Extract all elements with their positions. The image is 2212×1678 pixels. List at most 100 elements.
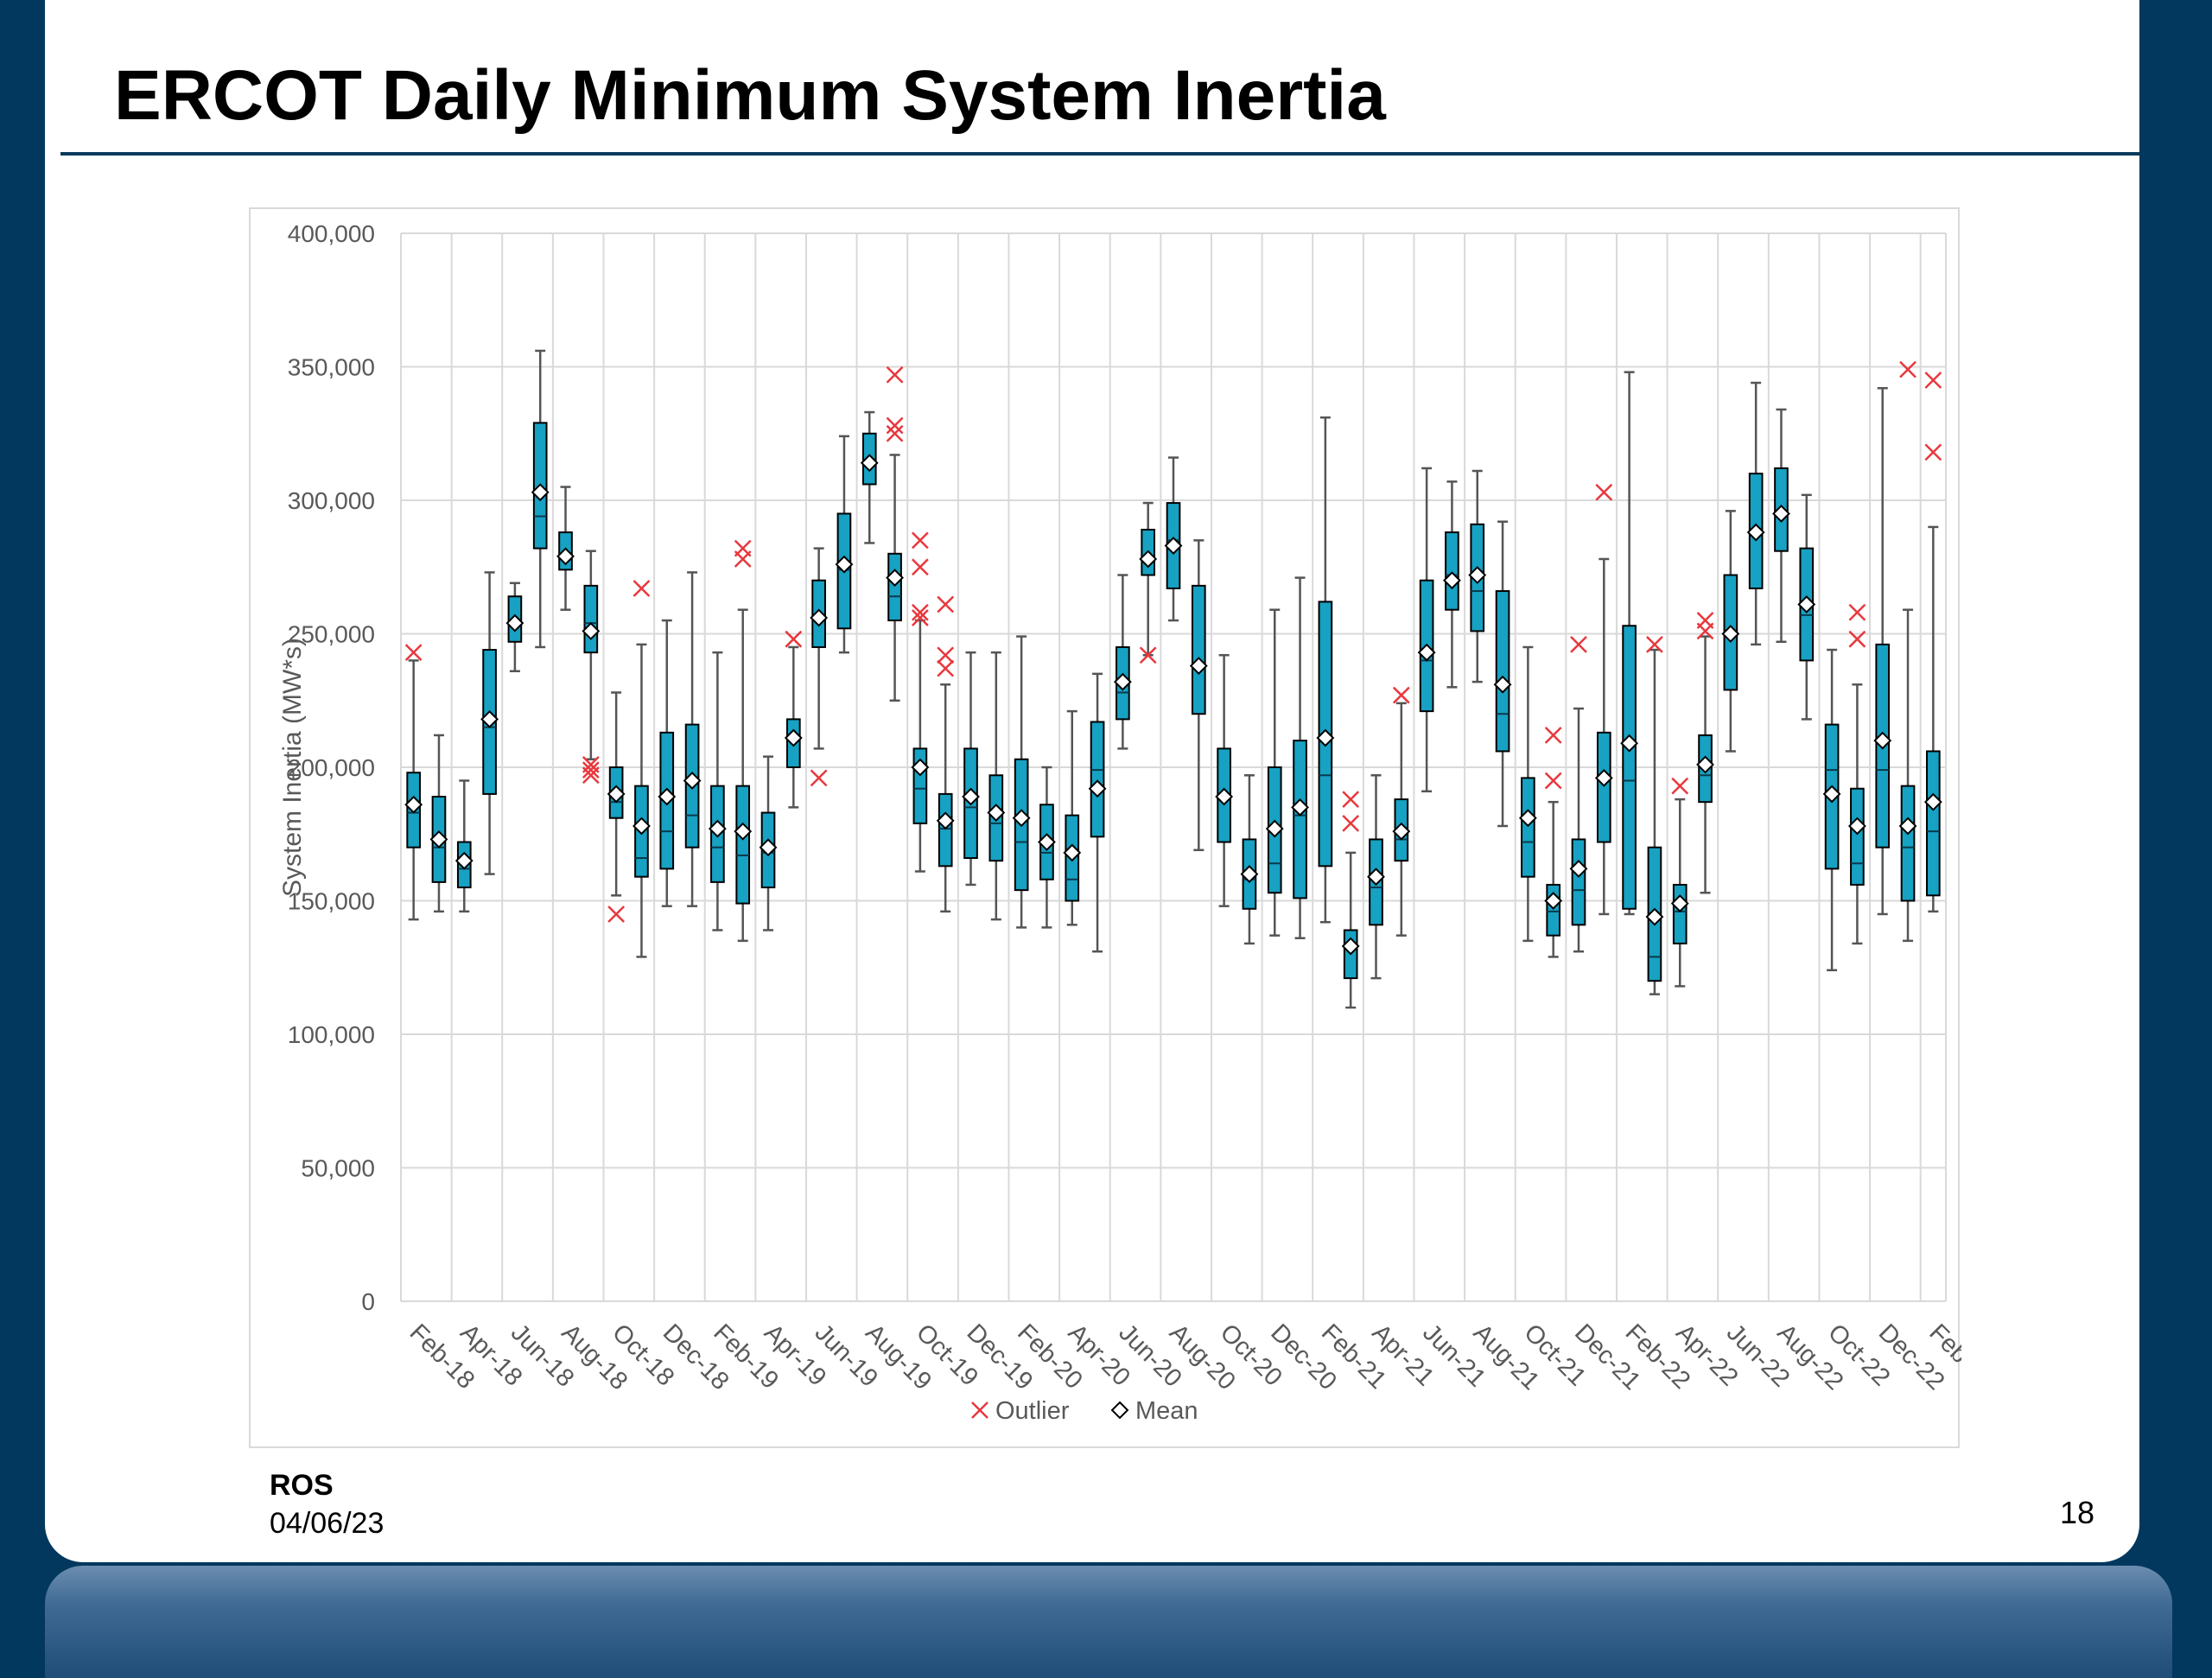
box-Sep-21 (1493, 520, 1512, 828)
box-Feb-18 (404, 644, 423, 921)
box-Jun-19 (810, 547, 829, 787)
box-Apr-21 (1367, 774, 1385, 980)
mean-marker (1493, 675, 1512, 694)
outlier-stroke (582, 761, 600, 779)
mean-marker (582, 621, 601, 640)
mean-marker (1139, 550, 1158, 569)
mean-marker (734, 822, 753, 841)
box-Jan-19 (683, 571, 702, 907)
box-May-19 (784, 630, 803, 809)
box-May-22 (1696, 612, 1714, 894)
outlier-stroke (1646, 635, 1663, 653)
mean-marker (860, 454, 879, 473)
outlier-stroke (1392, 686, 1410, 704)
box-Oct-21 (1518, 645, 1537, 943)
box-iqr (1495, 590, 1510, 753)
box-Jun-18 (505, 582, 524, 673)
box-Apr-19 (759, 755, 778, 931)
outlier-marker (810, 769, 828, 787)
box-plot-chart: 0 50,000 100,000 150,000 200,000 250,000 300,0… (278, 220, 1961, 1425)
box-Jan-21 (1291, 576, 1309, 940)
outlier-stroke (886, 416, 904, 435)
mean-marker (404, 795, 423, 814)
box-iqr (1900, 785, 1916, 902)
mean-marker (1873, 731, 1892, 750)
box-iqr (735, 785, 751, 905)
outlier-stroke (1924, 372, 1942, 389)
y-tick-label: 200,000 (288, 754, 375, 781)
page-number: 18 (2059, 1495, 2094, 1530)
outlier-stroke (785, 630, 803, 648)
box-iqr (1293, 740, 1307, 899)
outlier-marker (582, 761, 600, 779)
mean-marker (1291, 798, 1309, 817)
footer-organization: ROS (270, 1469, 334, 1502)
outlier-stroke (1848, 630, 1866, 648)
box-Aug-18 (556, 486, 575, 611)
outlier-stroke (1342, 815, 1360, 832)
mean-marker (1772, 505, 1790, 523)
box-Jul-21 (1443, 480, 1461, 689)
box-Feb-19 (708, 651, 727, 931)
outlier-marker (404, 644, 423, 662)
outlier-marker (912, 609, 929, 626)
mean-marker (1113, 672, 1132, 691)
box-Jun-20 (1113, 574, 1132, 750)
mean-marker (1544, 892, 1563, 910)
box-Feb-23 (1923, 372, 1942, 913)
axis-labels: 0 50,000 100,000 150,000 200,000 250,000 300,0… (278, 220, 1961, 1395)
outlier-stroke (912, 609, 929, 626)
y-tick-label: 250,000 (288, 621, 375, 648)
mean-marker (1923, 792, 1942, 811)
outlier-marker (632, 580, 651, 597)
box-Nov-19 (936, 595, 955, 913)
mean-marker (1746, 523, 1765, 542)
outlier-stroke (582, 766, 600, 785)
box-iqr (1521, 777, 1535, 878)
mean-marker (835, 555, 854, 574)
outlier-stroke (1595, 483, 1613, 501)
mean-marker (1898, 817, 1917, 836)
outlier-marker (912, 603, 929, 621)
outlier-stroke (1899, 360, 1916, 378)
mean-marker (1847, 817, 1866, 836)
mean-marker (886, 569, 904, 588)
outlier-marker (1671, 777, 1689, 795)
legend: Outlier Mean (971, 1397, 1198, 1425)
mean-marker (1265, 819, 1284, 838)
outlier-marker (1848, 630, 1866, 648)
outlier-stroke (734, 550, 752, 568)
box-Sep-19 (886, 365, 904, 702)
outlier-marker (785, 630, 803, 648)
box-Feb-21 (1316, 416, 1335, 924)
outlier-marker (1139, 646, 1157, 664)
outlier-stroke (1544, 727, 1562, 744)
mean-marker (454, 851, 474, 870)
footer-date: 04/06/23 (270, 1507, 385, 1540)
box-iqr (583, 584, 599, 654)
box-iqr (1672, 883, 1688, 944)
outlier-stroke (886, 424, 904, 442)
outlier-stroke (886, 365, 904, 384)
box-Dec-18 (658, 619, 677, 907)
chart-frame: 0 50,000 100,000 150,000 200,000 250,000 300,0… (249, 207, 1961, 1448)
outlier-marker (1570, 635, 1587, 653)
box-Mar-22 (1645, 635, 1664, 995)
box-Mar-18 (429, 734, 448, 913)
outlier-marker (607, 906, 626, 923)
mean-marker (1443, 571, 1461, 590)
box-iqr (1445, 531, 1459, 611)
outlier-marker (912, 558, 929, 576)
outlier-marker (1544, 772, 1562, 790)
legend-mean-icon (1110, 1401, 1129, 1420)
legend-outlier-label: Outlier (995, 1397, 1070, 1425)
outlier-marker (886, 424, 904, 442)
box-Aug-20 (1164, 456, 1183, 622)
slide: ERCOT Daily Minimum System Inertia 0 50,0… (45, 0, 2139, 1562)
outlier-marker (1899, 360, 1916, 378)
mean-marker (1645, 907, 1664, 926)
bottom-decorative-bar (45, 1566, 2172, 1678)
outlier-stroke (937, 646, 955, 664)
box-Jan-20 (987, 651, 1006, 921)
box-Jun-21 (1417, 467, 1436, 793)
